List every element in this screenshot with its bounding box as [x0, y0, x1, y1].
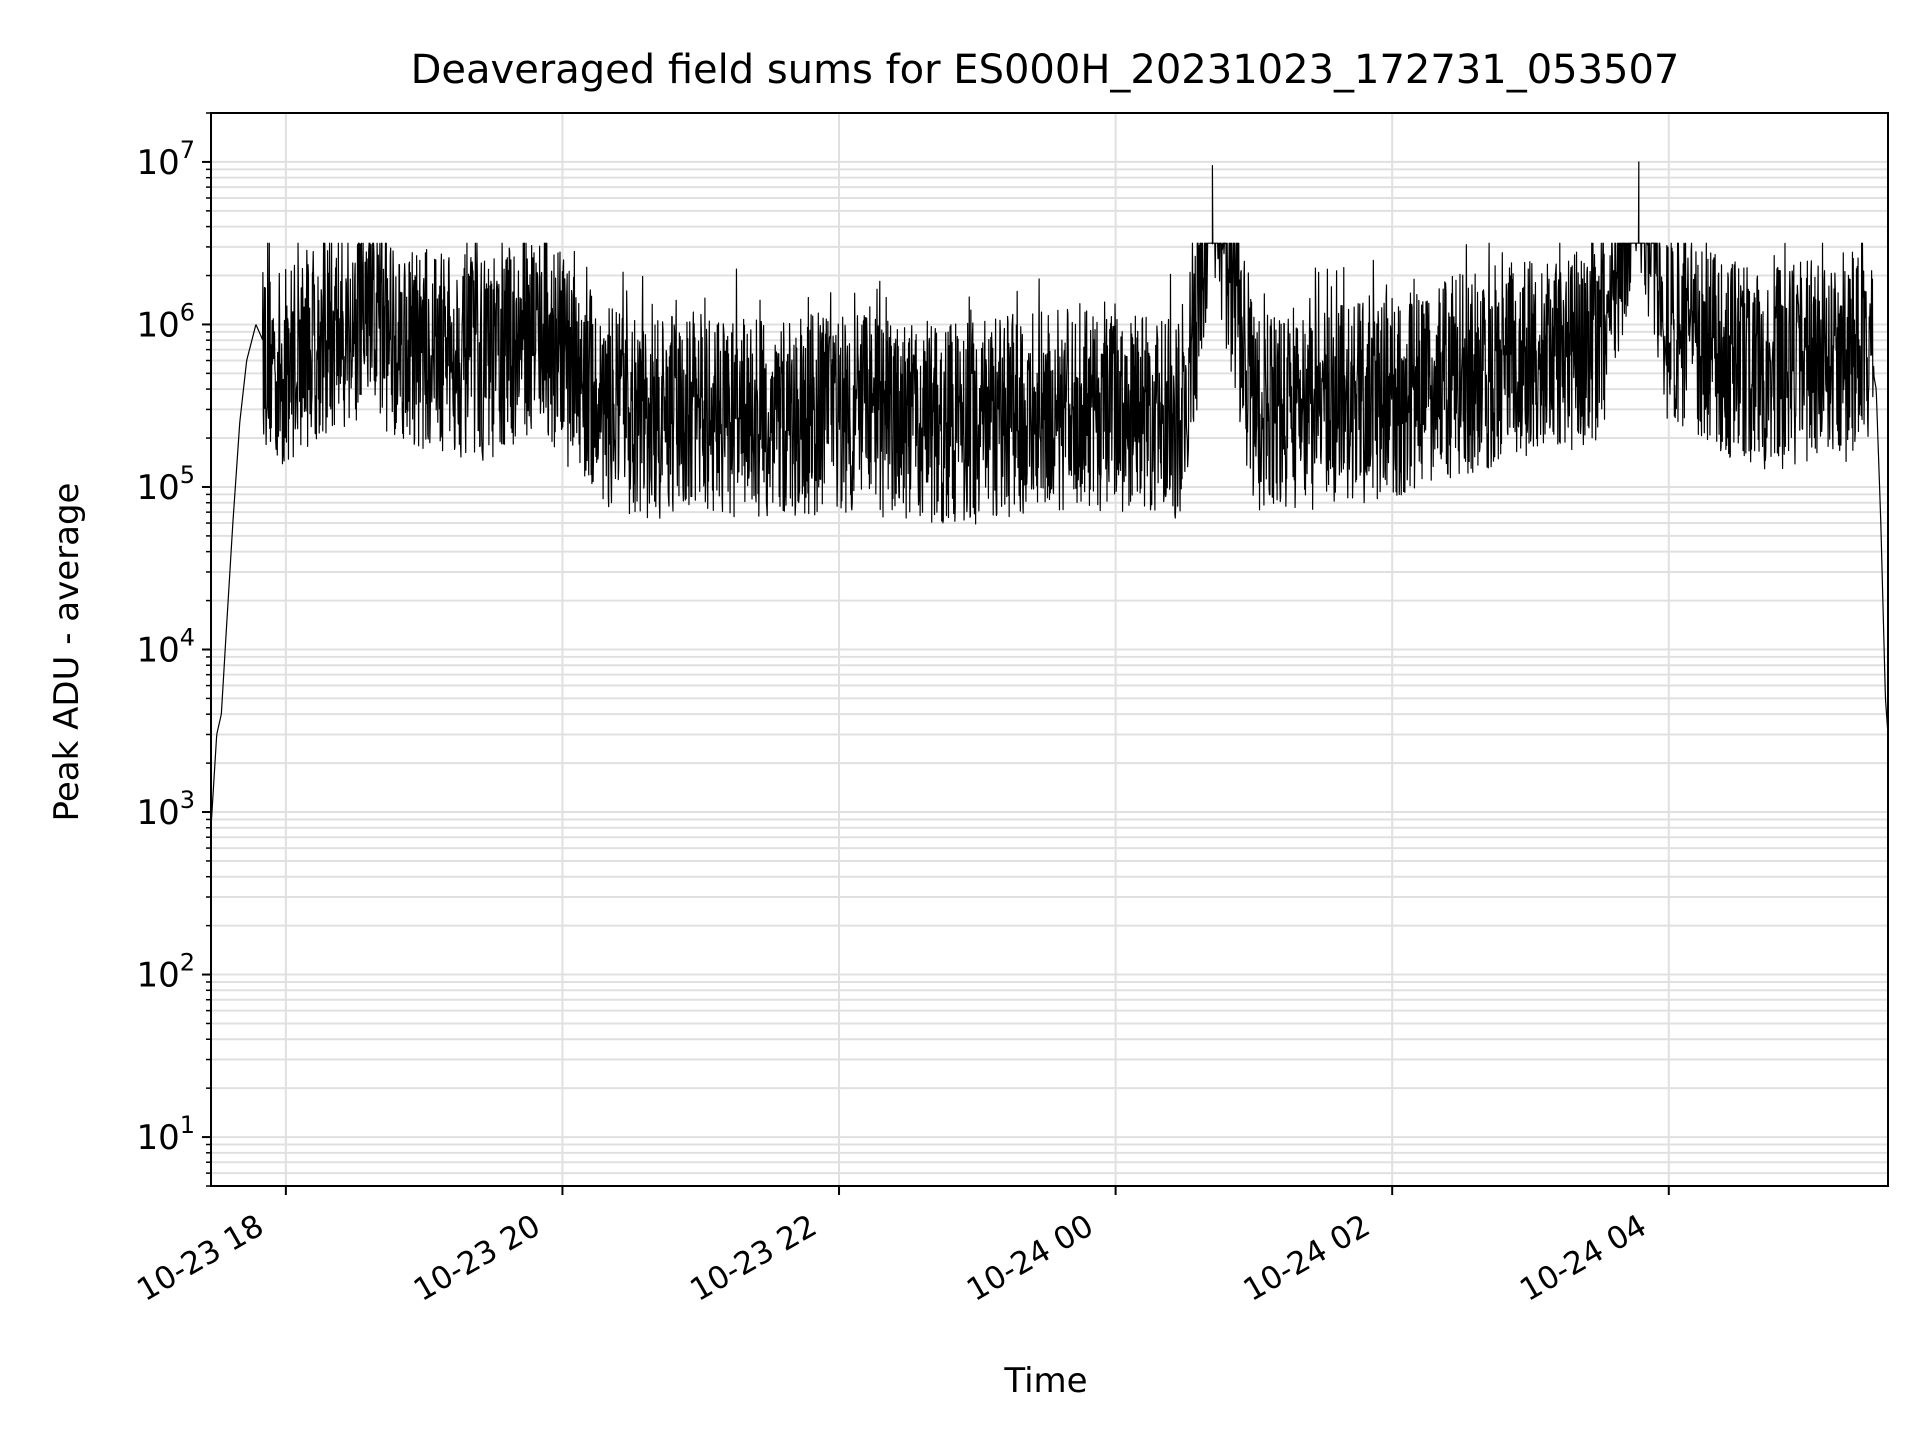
y-tick-label: 106: [136, 298, 195, 345]
x-axis-label: Time: [1003, 1361, 1087, 1401]
y-tick-label: 107: [136, 136, 195, 183]
y-tick-label: 103: [136, 786, 195, 833]
chart-title: Deaveraged field sums for ES000H_2023102…: [411, 47, 1680, 93]
series-line: [210, 161, 1889, 828]
y-tick-label: 101: [136, 1111, 195, 1158]
y-tick-label: 105: [136, 461, 195, 508]
y-axis-label: Peak ADU - average: [47, 483, 87, 822]
y-tick-label: 102: [136, 949, 195, 996]
y-tick-label: 104: [136, 624, 195, 671]
grid: [211, 112, 1888, 1187]
series: [210, 161, 1889, 828]
